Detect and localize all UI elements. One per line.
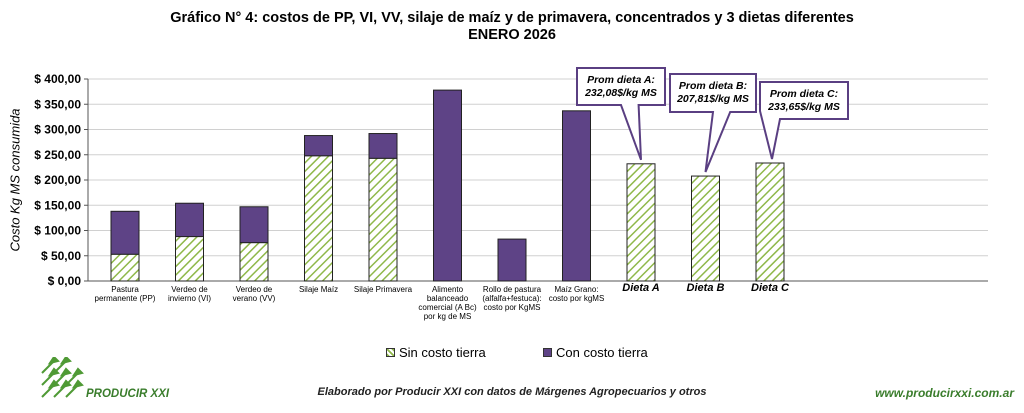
- y-tick-label-7: $ 350,00: [34, 97, 81, 111]
- x-tick-label-line: Silaje Primavera: [354, 285, 413, 294]
- x-tick-label-9: Dieta B: [687, 282, 725, 294]
- bar-sin-costo-0: [110, 253, 140, 282]
- bar-sin-costo-8: [626, 163, 656, 282]
- legend: Sin costo tierra Con costo tierra: [0, 345, 1024, 365]
- x-tick-label-1: Verdeo de invierno (VI): [168, 285, 211, 303]
- x-tick-label-7: Maíz Grano: costo por kgMS: [549, 285, 605, 303]
- x-tick-label-5: Alimento balanceado comercial (A Bc) por kg…: [418, 285, 477, 321]
- x-tick-label-2: Verdeo de verano (VV): [233, 285, 276, 303]
- bars-layer: [110, 89, 785, 282]
- legend-label-con-costo: Con costo tierra: [556, 345, 648, 360]
- axis-layer: $ 0,00 $ 50,00 $ 100,00 $ 150,00 $ 200,00 $ 2…: [34, 72, 988, 288]
- y-tick-label-0: $ 0,00: [48, 274, 82, 288]
- x-tick-label-line: Dieta B: [687, 282, 725, 294]
- x-tick-label-line: Pastura: [111, 285, 139, 294]
- x-tick-label-line: por kg de MS: [424, 312, 472, 321]
- x-tick-label-line: Maíz Grano:: [554, 285, 598, 294]
- bar-con-costo-3: [304, 135, 333, 157]
- brand-logo: PRODUCIR XXI: [38, 355, 178, 405]
- brand-name: PRODUCIR XXI: [86, 388, 170, 400]
- x-tick-label-line: Silaje Maíz: [299, 285, 338, 294]
- callout-line2-1: 207,81$/kg MS: [676, 93, 749, 105]
- x-tick-label-line: permanente (PP): [95, 294, 156, 303]
- bar-sin-costo-2: [239, 242, 269, 282]
- bar-con-costo-1: [175, 202, 204, 238]
- callout-line1-1: Prom dieta B:: [679, 80, 747, 92]
- legend-swatch-purple: [543, 348, 552, 357]
- bar-sin-costo-3: [304, 155, 333, 282]
- x-tick-label-line: Rollo de pastura: [483, 285, 542, 294]
- x-tick-label-4: Silaje Primavera: [354, 285, 413, 294]
- legend-label-sin-costo: Sin costo tierra: [399, 345, 486, 360]
- x-tick-label-6: Rollo de pastura (alfalfa+festuca): costo …: [482, 285, 541, 312]
- credit-text: Elaborado por Producir XXI con datos de …: [317, 386, 707, 398]
- legend-item-sin-costo: Sin costo tierra: [386, 345, 486, 360]
- chart-title-line1: Gráfico N° 4: costos de PP, VI, VV, sila…: [170, 10, 854, 26]
- x-tick-label-3: Silaje Maíz: [299, 285, 338, 294]
- bar-sin-costo-4: [368, 157, 398, 282]
- x-tick-label-line: Dieta C: [751, 282, 790, 294]
- x-tick-label-line: Verdeo de: [236, 285, 273, 294]
- x-tick-label-line: (alfalfa+festuca):: [482, 294, 541, 303]
- y-tick-label-4: $ 200,00: [34, 173, 81, 187]
- x-tick-label-line: Verdeo de: [171, 285, 208, 294]
- callout-dieta-2: Prom dieta C:233,65$/kg MS: [759, 81, 849, 160]
- x-tick-label-line: balanceado: [427, 294, 469, 303]
- y-tick-label-3: $ 150,00: [34, 198, 81, 212]
- x-tick-label-line: comercial (A Bc): [418, 303, 477, 312]
- legend-swatch-hatched: [386, 348, 395, 357]
- x-tick-label-line: verano (VV): [233, 294, 276, 303]
- callout-shape-1: [669, 73, 757, 173]
- x-labels-layer: Pastura permanente (PP)Verdeo de invierno …: [95, 282, 790, 321]
- bar-con-costo-0: [110, 210, 140, 255]
- bar-con-costo-4: [368, 133, 398, 159]
- bar-con-costo-5: [433, 89, 462, 282]
- x-tick-label-8: Dieta A: [622, 282, 660, 294]
- y-tick-label-1: $ 50,00: [41, 249, 81, 263]
- y-tick-label-2: $ 100,00: [34, 224, 81, 238]
- y-tick-label-6: $ 300,00: [34, 123, 81, 137]
- callout-dieta-1: Prom dieta B:207,81$/kg MS: [669, 73, 757, 173]
- bar-sin-costo-9: [691, 175, 720, 282]
- x-tick-label-10: Dieta C: [751, 282, 790, 294]
- x-tick-label-line: costo por KgMS: [484, 303, 541, 312]
- callout-shape-0: [576, 67, 666, 161]
- x-tick-label-line: invierno (VI): [168, 294, 211, 303]
- chart-title-line2: ENERO 2026: [468, 27, 556, 43]
- callout-line1-0: Prom dieta A:: [587, 74, 655, 86]
- bar-con-costo-2: [239, 206, 269, 244]
- callout-dieta-0: Prom dieta A:232,08$/kg MS: [576, 67, 666, 161]
- x-tick-label-line: Alimento: [432, 285, 464, 294]
- callout-line2-0: 232,08$/kg MS: [584, 87, 657, 99]
- website-link[interactable]: www.producirxxi.com.ar: [875, 386, 1014, 400]
- x-tick-label-line: Dieta A: [622, 282, 660, 294]
- callout-line1-2: Prom dieta C:: [770, 88, 838, 100]
- arrows-logo-icon: [41, 355, 84, 398]
- legend-item-con-costo: Con costo tierra: [543, 345, 648, 360]
- y-tick-label-5: $ 250,00: [34, 148, 81, 162]
- callout-shape-2: [759, 81, 849, 160]
- callout-line2-2: 233,65$/kg MS: [767, 101, 840, 113]
- bar-sin-costo-10: [755, 162, 785, 282]
- x-tick-label-line: costo por kgMS: [549, 294, 605, 303]
- y-tick-label-8: $ 400,00: [34, 72, 81, 86]
- bar-con-costo-6: [497, 238, 527, 282]
- bar-con-costo-7: [562, 110, 591, 282]
- chart-title: Gráfico N° 4: costos de PP, VI, VV, sila…: [0, 10, 1024, 44]
- bar-sin-costo-1: [175, 236, 204, 282]
- x-tick-label-0: Pastura permanente (PP): [95, 285, 156, 303]
